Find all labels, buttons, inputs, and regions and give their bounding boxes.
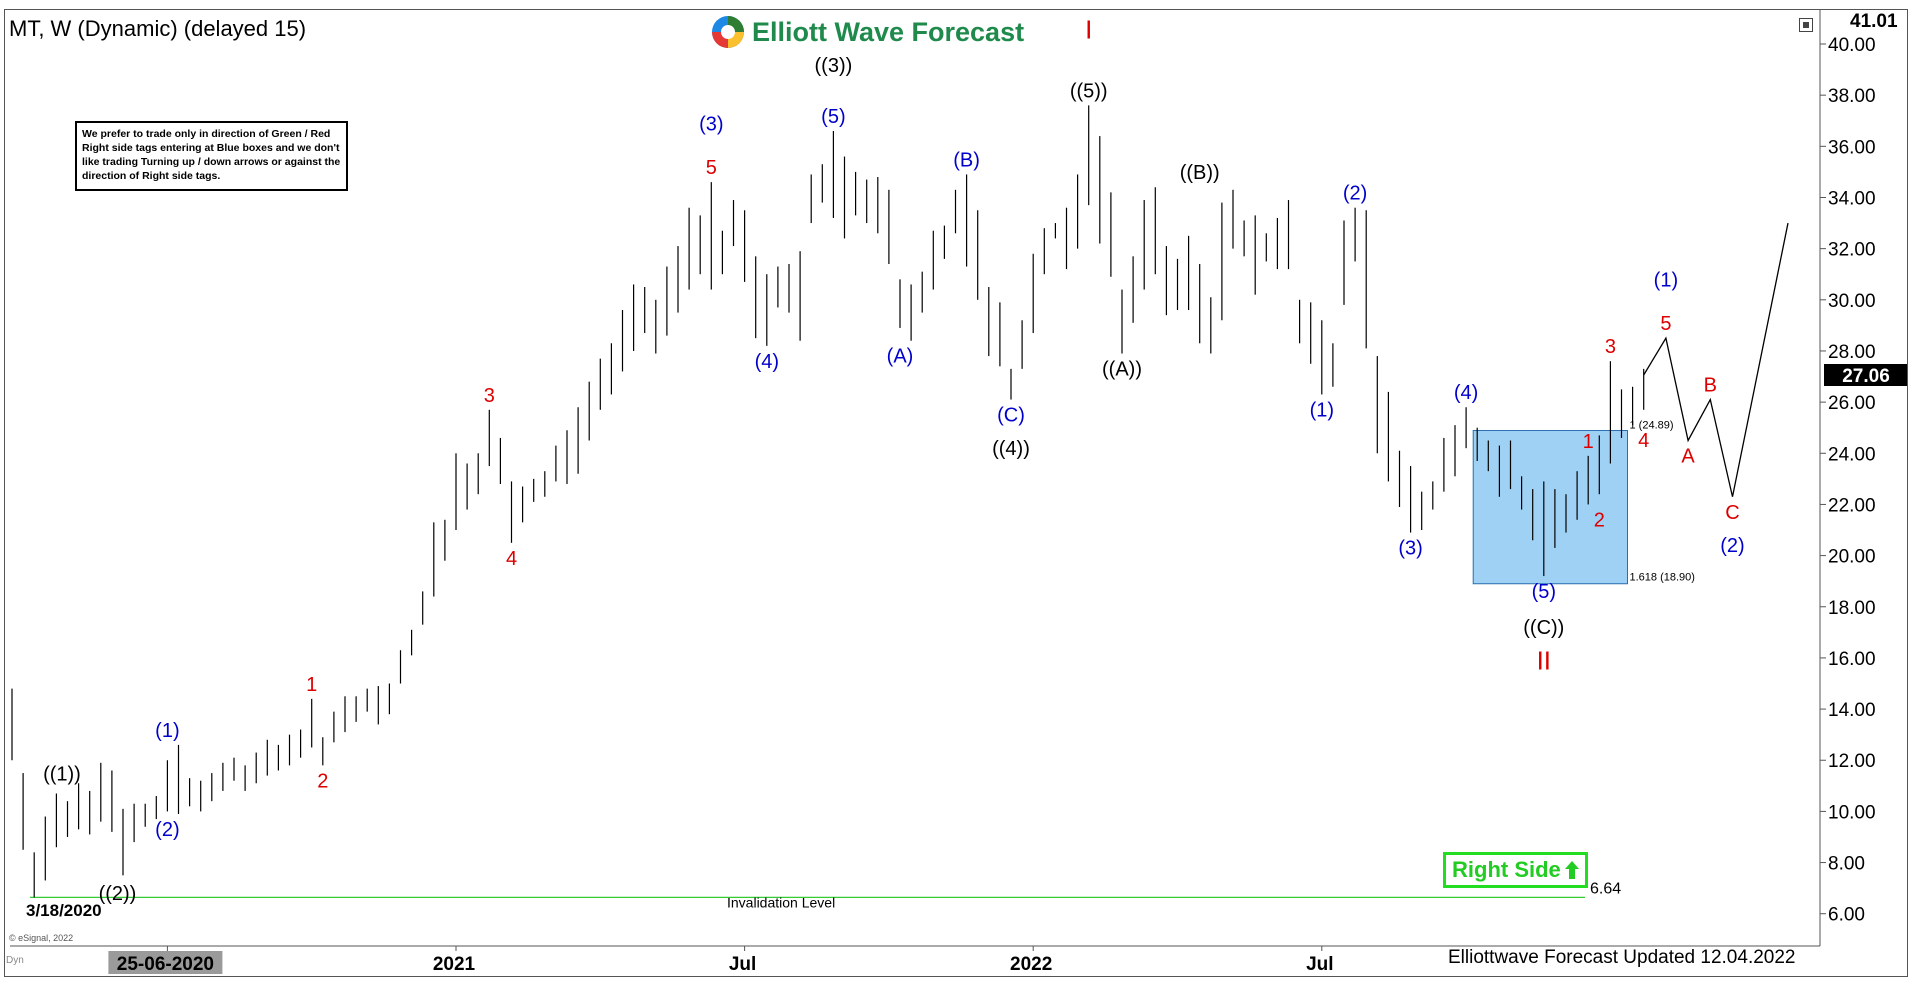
wave-label: ((1)) [43,763,81,785]
y-tick-label: 24.00 [1828,444,1876,465]
wave-label: ((C)) [1523,617,1564,639]
invalidation-label: Invalidation Level [727,894,835,910]
y-tick-label: 16.00 [1828,649,1876,670]
y-tick-label: 28.00 [1828,342,1876,363]
wave-label: ((5)) [1070,80,1108,102]
last-price-tag [1824,364,1908,387]
wave-label: (3) [699,114,723,136]
wave-label: (3) [1398,538,1422,560]
y-tick-label: 34.00 [1828,188,1876,209]
wave-label: (4) [755,351,779,373]
y-tick-label: 6.00 [1828,905,1865,926]
top-price-box [1822,11,1908,31]
right-side-label: Right Side [1452,857,1561,882]
wave-label: 3 [484,385,495,407]
wave-label: (1) [1654,270,1678,292]
brand-logo: Elliott Wave Forecast [710,12,1024,52]
wave-label: (2) [1343,183,1367,205]
wave-label: 3 [1605,336,1616,358]
y-tick-label: 30.00 [1828,291,1876,312]
wave-label: (5) [1532,581,1556,603]
expand-icon[interactable] [1799,18,1813,32]
x-tick-label: 25-06-2020 [117,954,214,975]
wave-label: ((2)) [99,883,137,905]
x-tick-label: 2022 [1010,954,1052,975]
wave-label: I [1085,15,1092,45]
wave-label: 2 [1594,509,1605,531]
wave-label: B [1704,375,1717,397]
wave-label: (B) [953,149,980,171]
wave-label: 2 [317,770,328,792]
chart-title: MT, W (Dynamic) (delayed 15) [9,16,307,41]
wave-label: (2) [1720,535,1744,557]
y-tick-label: 12.00 [1828,751,1876,772]
x-tick-highlight [108,951,223,974]
projection-path [1643,222,1789,497]
wave-label: A [1681,445,1695,467]
wave-label: 4 [506,548,517,570]
wave-label: (4) [1454,382,1478,404]
wave-label: 1 [306,674,317,696]
wave-label: 5 [706,157,717,179]
dyn-indicator: Dyn [6,955,24,966]
y-tick-label: 10.00 [1828,802,1876,823]
wave-label: 1 [1583,431,1594,453]
wave-label: (2) [155,819,179,841]
y-tick-label: 18.00 [1828,598,1876,619]
esignal-credit: © eSignal, 2022 [9,933,74,943]
invalidation-value-label: 6.64 [1590,880,1621,897]
y-tick-label: 20.00 [1828,547,1876,568]
last-price-label: 27.06 [1842,366,1890,387]
wave-label: 5 [1660,313,1671,335]
wave-label: (A) [887,346,914,368]
y-tick-label: 14.00 [1828,700,1876,721]
start-date-label: 3/18/2020 [26,901,102,920]
wave-label: (C) [997,405,1025,427]
brand-logo-icon [712,16,744,48]
y-tick-label: 40.00 [1828,35,1876,56]
y-tick-label: 8.00 [1828,854,1865,875]
wave-label: ((B)) [1180,162,1220,184]
updated-footer: Elliottwave Forecast Updated 12.04.2022 [1448,947,1796,968]
blue-box-low-label: 1.618 (18.90) [1630,572,1695,584]
wave-label: C [1725,502,1739,524]
brand-name: Elliott Wave Forecast [752,16,1025,47]
y-tick-label: 36.00 [1828,137,1876,158]
wave-label: ((3)) [815,55,853,77]
chart-frame [4,9,1908,977]
trading-notice: We prefer to trade only in direction of … [75,121,348,191]
top-price-label: 41.01 [1850,11,1898,32]
wave-label: (5) [821,106,845,128]
right-side-tag: Right Side [1443,852,1588,888]
wave-label: 4 [1638,430,1649,452]
wave-label: (1) [1310,399,1334,421]
wave-label: II [1537,646,1551,676]
y-tick-label: 38.00 [1828,86,1876,107]
y-tick-label: 26.00 [1828,393,1876,414]
x-tick-label: 2021 [433,954,476,975]
wave-label: ((A)) [1102,359,1142,381]
wave-label: ((4)) [992,438,1030,460]
x-tick-label: Jul [729,954,756,975]
x-tick-label: Jul [1306,954,1333,975]
wave-label: (1) [155,720,179,742]
y-tick-label: 32.00 [1828,240,1876,261]
blue-box-high-label: 1 (24.89) [1630,420,1674,432]
y-tick-label: 22.00 [1828,495,1876,516]
arrow-up-icon [1564,861,1579,879]
